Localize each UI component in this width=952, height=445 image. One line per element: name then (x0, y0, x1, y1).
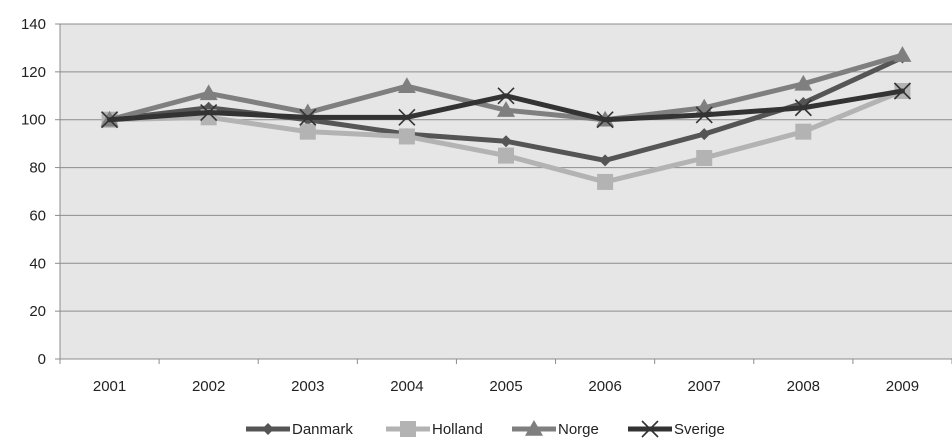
x-axis-ticks: 2001 2002 2003 2004 2005 2006 2007 2008 2009 (59, 359, 952, 395)
legend-label: Holland (432, 421, 483, 438)
y-tick-label: 60 (29, 207, 46, 224)
data-point-norge (497, 101, 515, 117)
data-point-norge (794, 74, 813, 91)
legend-label: Danmark (292, 421, 353, 438)
x-tick-label: 2003 (291, 378, 324, 395)
x-tick-label: 2009 (886, 378, 919, 395)
y-axis-ticks: 0 20 40 60 80 100 120 140 (21, 16, 61, 368)
legend-item-holland: Holland (386, 421, 483, 438)
data-point-holland (597, 173, 614, 190)
data-point-danmark (500, 135, 512, 148)
data-point-sverige (794, 99, 812, 117)
data-point-norge (397, 77, 416, 93)
data-point-sverige (398, 108, 416, 126)
y-tick-label: 0 (38, 351, 46, 368)
legend-swatch-marker (400, 421, 416, 437)
y-tick-label: 80 (29, 160, 46, 177)
data-point-danmark (599, 154, 612, 167)
series-sverige (100, 82, 912, 129)
data-point-sverige (299, 108, 317, 126)
y-tick-label: 120 (21, 64, 46, 81)
data-point-holland (696, 150, 713, 166)
legend-item-norge: Norge (512, 420, 599, 438)
x-tick-label: 2002 (192, 378, 225, 395)
x-tick-label: 2004 (390, 378, 423, 395)
legend: Danmark Holland Norge Sverige (246, 420, 725, 438)
legend-swatch-marker (262, 423, 274, 435)
data-point-sverige (200, 103, 218, 122)
data-point-sverige (893, 82, 912, 100)
legend-item-sverige: Sverige (628, 420, 725, 438)
legend-swatch-marker (641, 420, 659, 438)
x-tick-label: 2005 (489, 378, 522, 395)
y-tick-label: 100 (21, 112, 46, 129)
x-tick-label: 2007 (688, 378, 721, 395)
x-tick-label: 2006 (588, 378, 621, 395)
data-point-sverige (596, 111, 614, 129)
y-tick-label: 40 (29, 255, 46, 272)
data-point-danmark (698, 128, 711, 141)
series-holland (101, 83, 911, 190)
series-group (100, 46, 912, 190)
legend-item-danmark: Danmark (246, 421, 353, 438)
data-point-holland (795, 123, 812, 140)
data-point-norge (893, 46, 912, 62)
data-point-sverige (695, 106, 713, 124)
data-point-sverige (497, 87, 515, 105)
x-tick-label: 2008 (787, 378, 820, 395)
data-point-holland (498, 147, 514, 164)
legend-label: Sverige (674, 421, 725, 438)
data-point-norge (199, 84, 218, 101)
legend-swatch-marker (525, 420, 543, 436)
data-point-holland (299, 123, 316, 140)
y-tick-label: 20 (29, 303, 46, 320)
x-tick-label: 2001 (93, 378, 126, 395)
plot-area (60, 24, 952, 359)
data-point-sverige (100, 111, 119, 129)
y-tick-label: 140 (21, 16, 46, 33)
data-point-holland (398, 128, 415, 145)
legend-label: Norge (558, 421, 599, 438)
